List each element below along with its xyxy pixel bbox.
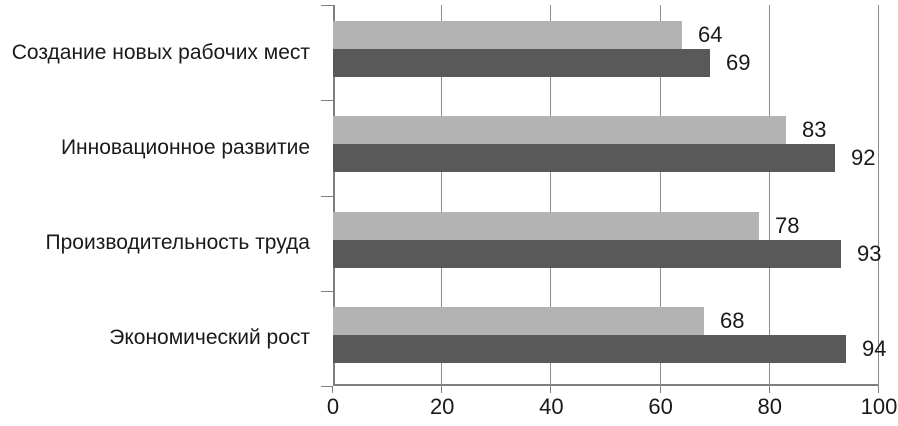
x-tick-label: 20 (429, 394, 455, 419)
y-axis-tick (321, 100, 333, 101)
x-tick-label: 80 (757, 394, 783, 419)
value-label: 93 (857, 241, 882, 266)
category-label: Создание новых рабочих мест (11, 41, 310, 64)
gridline (768, 5, 770, 386)
x-tick-label: 60 (648, 394, 673, 419)
value-label: 94 (862, 336, 887, 361)
gridline (659, 5, 661, 386)
x-tick-label: 40 (539, 394, 564, 419)
y-axis-tick (321, 291, 333, 292)
y-axis-tick (321, 386, 333, 387)
x-axis-tick (659, 386, 661, 393)
value-label: 69 (726, 50, 751, 75)
x-axis-tick (441, 386, 443, 393)
bar-dark-gray-series (333, 335, 846, 363)
category-label: Экономический рост (109, 326, 310, 349)
value-label: 78 (775, 213, 800, 238)
x-tick-label: 100 (860, 394, 898, 419)
value-label: 83 (802, 117, 827, 142)
gridline (878, 5, 879, 386)
gridline (441, 5, 443, 386)
category-label: Инновационное развитие (60, 136, 310, 159)
plot-area (333, 5, 879, 386)
bar-dark-gray-series (333, 144, 835, 172)
value-label: 92 (851, 145, 876, 170)
x-axis-tick (768, 386, 770, 393)
y-axis-tick (321, 196, 333, 197)
x-axis-tick (550, 386, 552, 393)
y-axis-tick (321, 5, 333, 6)
x-axis-tick (878, 386, 879, 393)
bar-dark-gray-series (333, 49, 710, 77)
bar-dark-gray-series (333, 240, 841, 268)
value-label: 68 (720, 308, 745, 333)
x-tick-label: 0 (326, 394, 340, 419)
gridline (550, 5, 552, 386)
category-label: Производительность труда (45, 231, 310, 254)
bar-light-gray-series (333, 307, 704, 335)
value-label: 64 (698, 22, 723, 47)
bar-light-gray-series (333, 212, 759, 240)
bar-light-gray-series (333, 21, 682, 49)
x-axis-tick (332, 386, 333, 393)
bar-light-gray-series (333, 116, 786, 144)
